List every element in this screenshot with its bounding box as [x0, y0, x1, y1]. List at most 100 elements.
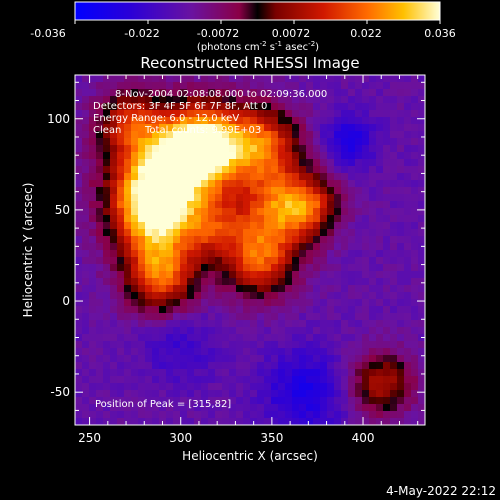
- heatmap-cell: [285, 201, 293, 209]
- heatmap-cell: [285, 313, 293, 321]
- heatmap-cell: [285, 362, 293, 370]
- heatmap-cell: [383, 243, 391, 251]
- heatmap-cell: [159, 355, 167, 363]
- heatmap-cell: [320, 194, 328, 202]
- heatmap-cell: [229, 173, 237, 181]
- heatmap-cell: [355, 313, 363, 321]
- heatmap-cell: [411, 376, 419, 384]
- heatmap-cell: [201, 96, 209, 104]
- heatmap-cell: [215, 278, 223, 286]
- heatmap-cell: [411, 341, 419, 349]
- heatmap-cell: [180, 257, 188, 265]
- heatmap-cell: [152, 117, 160, 125]
- heatmap-cell: [285, 152, 293, 160]
- heatmap-cell: [138, 383, 146, 391]
- heatmap-cell: [117, 180, 125, 188]
- heatmap-cell: [159, 145, 167, 153]
- heatmap-cell: [103, 418, 111, 425]
- heatmap-cell: [96, 411, 104, 419]
- heatmap-cell: [355, 264, 363, 272]
- heatmap-cell: [215, 110, 223, 118]
- heatmap-cell: [187, 117, 195, 125]
- heatmap-cell: [236, 222, 244, 230]
- heatmap-cell: [299, 285, 307, 293]
- heatmap-cell: [103, 299, 111, 307]
- heatmap-cell: [138, 334, 146, 342]
- heatmap-cell: [369, 369, 377, 377]
- heatmap-cell: [250, 201, 258, 209]
- heatmap-cell: [320, 313, 328, 321]
- heatmap-cell: [131, 327, 139, 335]
- heatmap-cell: [404, 145, 412, 153]
- heatmap-cell: [103, 250, 111, 258]
- heatmap-cell: [89, 313, 97, 321]
- heatmap-cell: [278, 418, 286, 425]
- heatmap-cell: [229, 404, 237, 412]
- heatmap-cell: [75, 320, 83, 328]
- heatmap-cell: [369, 348, 377, 356]
- heatmap-cell: [271, 89, 279, 97]
- heatmap-cell: [110, 313, 118, 321]
- heatmap-cell: [411, 355, 419, 363]
- heatmap-cell: [327, 306, 335, 314]
- heatmap-cell: [341, 152, 349, 160]
- heatmap-cell: [306, 124, 314, 132]
- heatmap-cell: [306, 194, 314, 202]
- heatmap-cell: [138, 257, 146, 265]
- heatmap-cell: [397, 376, 405, 384]
- heatmap-cell: [397, 229, 405, 237]
- heatmap-cell: [229, 250, 237, 258]
- heatmap-cell: [75, 313, 83, 321]
- heatmap-cell: [355, 404, 363, 412]
- heatmap-cell: [271, 166, 279, 174]
- heatmap-cell: [397, 418, 405, 425]
- heatmap-cell: [243, 138, 251, 146]
- heatmap-cell: [180, 334, 188, 342]
- heatmap-cell: [159, 208, 167, 216]
- heatmap-cell: [306, 180, 314, 188]
- heatmap-cell: [285, 250, 293, 258]
- heatmap-cell: [194, 250, 202, 258]
- heatmap-cell: [103, 180, 111, 188]
- heatmap-cell: [131, 236, 139, 244]
- heatmap-cell: [145, 306, 153, 314]
- heatmap-cell: [285, 208, 293, 216]
- heatmap-cell: [103, 411, 111, 419]
- heatmap-cell: [117, 159, 125, 167]
- heatmap-cell: [327, 229, 335, 237]
- heatmap-cell: [75, 124, 83, 132]
- heatmap-cell: [369, 390, 377, 398]
- heatmap-cell: [341, 362, 349, 370]
- heatmap-cell: [145, 215, 153, 223]
- heatmap-cell: [320, 320, 328, 328]
- heatmap-cell: [313, 96, 321, 104]
- heatmap-cell: [376, 383, 384, 391]
- heatmap-cell: [334, 383, 342, 391]
- heatmap-cell: [257, 208, 265, 216]
- heatmap-cell: [117, 341, 125, 349]
- heatmap-cell: [194, 264, 202, 272]
- heatmap-cell: [376, 152, 384, 160]
- heatmap-cell: [75, 299, 83, 307]
- heatmap-cell: [173, 285, 181, 293]
- heatmap-cell: [201, 257, 209, 265]
- heatmap-cell: [166, 159, 174, 167]
- heatmap-cell: [285, 187, 293, 195]
- heatmap-cell: [124, 110, 132, 118]
- heatmap-cell: [229, 411, 237, 419]
- heatmap-cell: [264, 383, 272, 391]
- heatmap-cell: [124, 194, 132, 202]
- heatmap-cell: [306, 250, 314, 258]
- heatmap-cell: [138, 418, 146, 425]
- heatmap-cell: [208, 271, 216, 279]
- heatmap-cell: [194, 124, 202, 132]
- heatmap-cell: [75, 208, 83, 216]
- heatmap-cell: [145, 103, 153, 111]
- heatmap-cell: [152, 369, 160, 377]
- heatmap-cell: [75, 397, 83, 405]
- heatmap-cell: [222, 138, 230, 146]
- heatmap-cell: [292, 236, 300, 244]
- heatmap-cell: [236, 82, 244, 90]
- heatmap-cell: [320, 180, 328, 188]
